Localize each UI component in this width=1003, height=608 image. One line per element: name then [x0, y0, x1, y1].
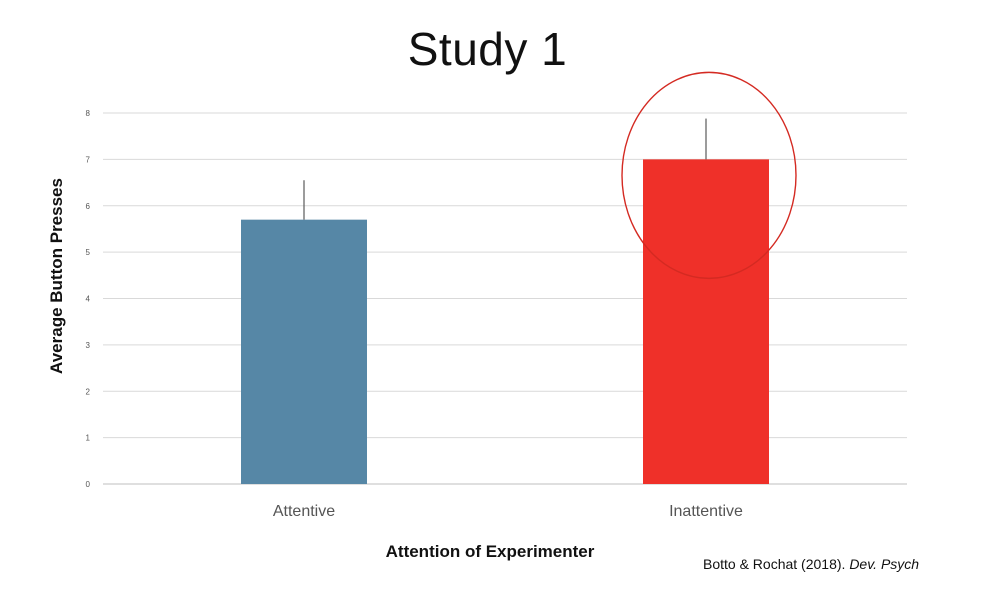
citation-authors: Botto & Rochat (2018). [703, 556, 850, 572]
y-tick-label: 7 [86, 155, 91, 164]
x-axis-title: Attention of Experimenter [386, 542, 595, 561]
gridlines [103, 112, 907, 485]
citation: Botto & Rochat (2018). Dev. Psych [703, 556, 919, 572]
chart-title: Study 1 [407, 23, 568, 75]
y-tick-label: 4 [86, 295, 91, 304]
y-tick-label: 5 [86, 248, 91, 257]
y-tick-label: 2 [86, 387, 91, 396]
bars [241, 118, 769, 484]
x-category-labels: Attentive Inattentive [273, 503, 743, 520]
bar-inattentive [643, 159, 769, 484]
y-tick-label: 6 [86, 202, 91, 211]
bar-attentive [241, 219, 367, 484]
y-tick-label: 3 [86, 341, 91, 350]
y-tick-label: 0 [86, 480, 91, 489]
x-category-label: Inattentive [669, 503, 743, 520]
citation-journal: Dev. Psych [849, 556, 920, 572]
y-tick-labels: 0 1 2 3 4 5 6 7 8 [86, 109, 91, 489]
highlight-circle [621, 71, 797, 280]
highlight-annotation [621, 71, 797, 280]
y-tick-label: 1 [86, 434, 91, 443]
x-category-label: Attentive [273, 503, 335, 520]
y-tick-label: 8 [86, 109, 91, 118]
y-axis-title: Average Button Presses [47, 178, 66, 374]
